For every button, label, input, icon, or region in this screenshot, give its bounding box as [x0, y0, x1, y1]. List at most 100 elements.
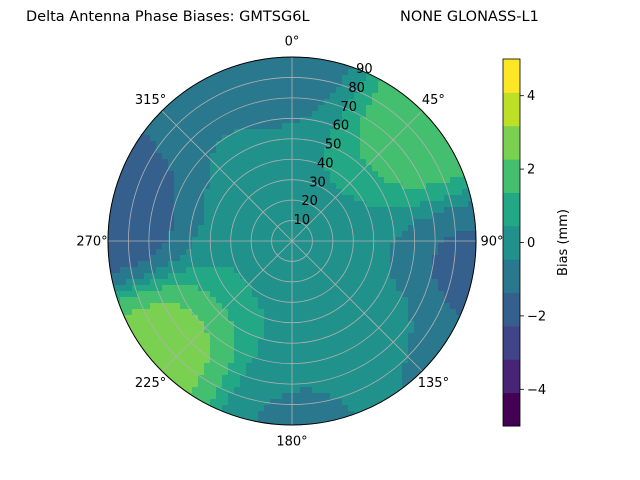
contour-cell	[270, 411, 277, 418]
contour-cell	[168, 237, 175, 244]
contour-cell	[132, 291, 139, 298]
contour-cell	[264, 387, 271, 394]
contour-cell	[330, 195, 337, 202]
contour-cell	[246, 381, 253, 388]
contour-cell	[444, 309, 451, 316]
contour-cell	[276, 423, 283, 425]
contour-cell	[396, 129, 403, 136]
contour-cell	[396, 393, 403, 400]
contour-cell	[132, 171, 139, 178]
contour-cell	[192, 93, 199, 100]
contour-cell	[438, 291, 445, 298]
contour-cell	[282, 159, 289, 166]
contour-cell	[150, 171, 157, 178]
contour-cell	[366, 111, 373, 118]
contour-cell	[120, 153, 127, 160]
contour-cell	[294, 189, 301, 196]
contour-cell	[120, 183, 127, 190]
contour-cell	[126, 279, 133, 286]
contour-cell	[276, 375, 283, 382]
contour-cell	[156, 195, 163, 202]
contour-cell	[336, 237, 343, 244]
contour-cell	[444, 207, 451, 214]
contour-cell	[132, 333, 139, 340]
contour-cell	[324, 129, 331, 136]
contour-cell	[456, 225, 463, 232]
contour-cell	[228, 129, 235, 136]
contour-cell	[366, 87, 373, 94]
contour-cell	[312, 297, 319, 304]
contour-cell	[210, 225, 217, 232]
contour-cell	[258, 249, 265, 256]
contour-cell	[438, 285, 445, 292]
contour-cell	[426, 207, 433, 214]
contour-cell	[372, 273, 379, 280]
contour-cell	[114, 219, 121, 226]
contour-cell	[228, 381, 235, 388]
contour-cell	[288, 375, 295, 382]
contour-cell	[204, 231, 211, 238]
contour-cell	[246, 255, 253, 262]
contour-cell	[294, 399, 301, 406]
contour-cell	[330, 69, 337, 76]
contour-cell	[222, 381, 229, 388]
contour-cell	[156, 255, 163, 262]
contour-cell	[312, 171, 319, 178]
contour-cell	[216, 315, 223, 322]
contour-cell	[228, 135, 235, 142]
contour-cell	[108, 225, 115, 232]
contour-cell	[192, 273, 199, 280]
contour-cell	[306, 363, 313, 370]
contour-cell	[162, 351, 169, 358]
contour-cell	[444, 183, 451, 190]
contour-cell	[330, 225, 337, 232]
contour-cell	[150, 129, 157, 136]
contour-cell	[300, 225, 307, 232]
contour-cell	[186, 207, 193, 214]
contour-cell	[456, 291, 463, 298]
contour-cell	[180, 291, 187, 298]
contour-cell	[192, 363, 199, 370]
contour-cell	[150, 339, 157, 346]
contour-cell	[360, 171, 367, 178]
contour-cell	[120, 201, 127, 208]
contour-cell	[228, 207, 235, 214]
contour-cell	[372, 75, 379, 82]
contour-cell	[264, 333, 271, 340]
contour-cell	[210, 141, 217, 148]
contour-cell	[216, 231, 223, 238]
contour-cell	[318, 369, 325, 376]
contour-cell	[450, 303, 457, 310]
contour-cell	[336, 303, 343, 310]
contour-cell	[138, 123, 145, 130]
contour-cell	[186, 363, 193, 370]
contour-cell	[228, 159, 235, 166]
contour-cell	[438, 231, 445, 238]
contour-cell	[216, 171, 223, 178]
contour-cell	[312, 321, 319, 328]
contour-cell	[216, 381, 223, 388]
contour-cell	[222, 339, 229, 346]
contour-cell	[336, 135, 343, 142]
contour-cell	[426, 171, 433, 178]
contour-cell	[276, 231, 283, 238]
contour-cell	[288, 105, 295, 112]
contour-cell	[264, 309, 271, 316]
contour-cell	[324, 375, 331, 382]
contour-cell	[348, 105, 355, 112]
contour-cell	[198, 375, 205, 382]
contour-cell	[138, 243, 145, 250]
contour-cell	[294, 129, 301, 136]
contour-cell	[216, 279, 223, 286]
contour-cell	[420, 255, 427, 262]
contour-cell	[294, 111, 301, 118]
contour-cell	[306, 321, 313, 328]
contour-cell	[324, 393, 331, 400]
contour-cell	[444, 297, 451, 304]
contour-cell	[450, 153, 457, 160]
contour-cell	[402, 117, 409, 124]
contour-cell	[174, 165, 181, 172]
radial-tick-label: 60	[333, 119, 350, 134]
